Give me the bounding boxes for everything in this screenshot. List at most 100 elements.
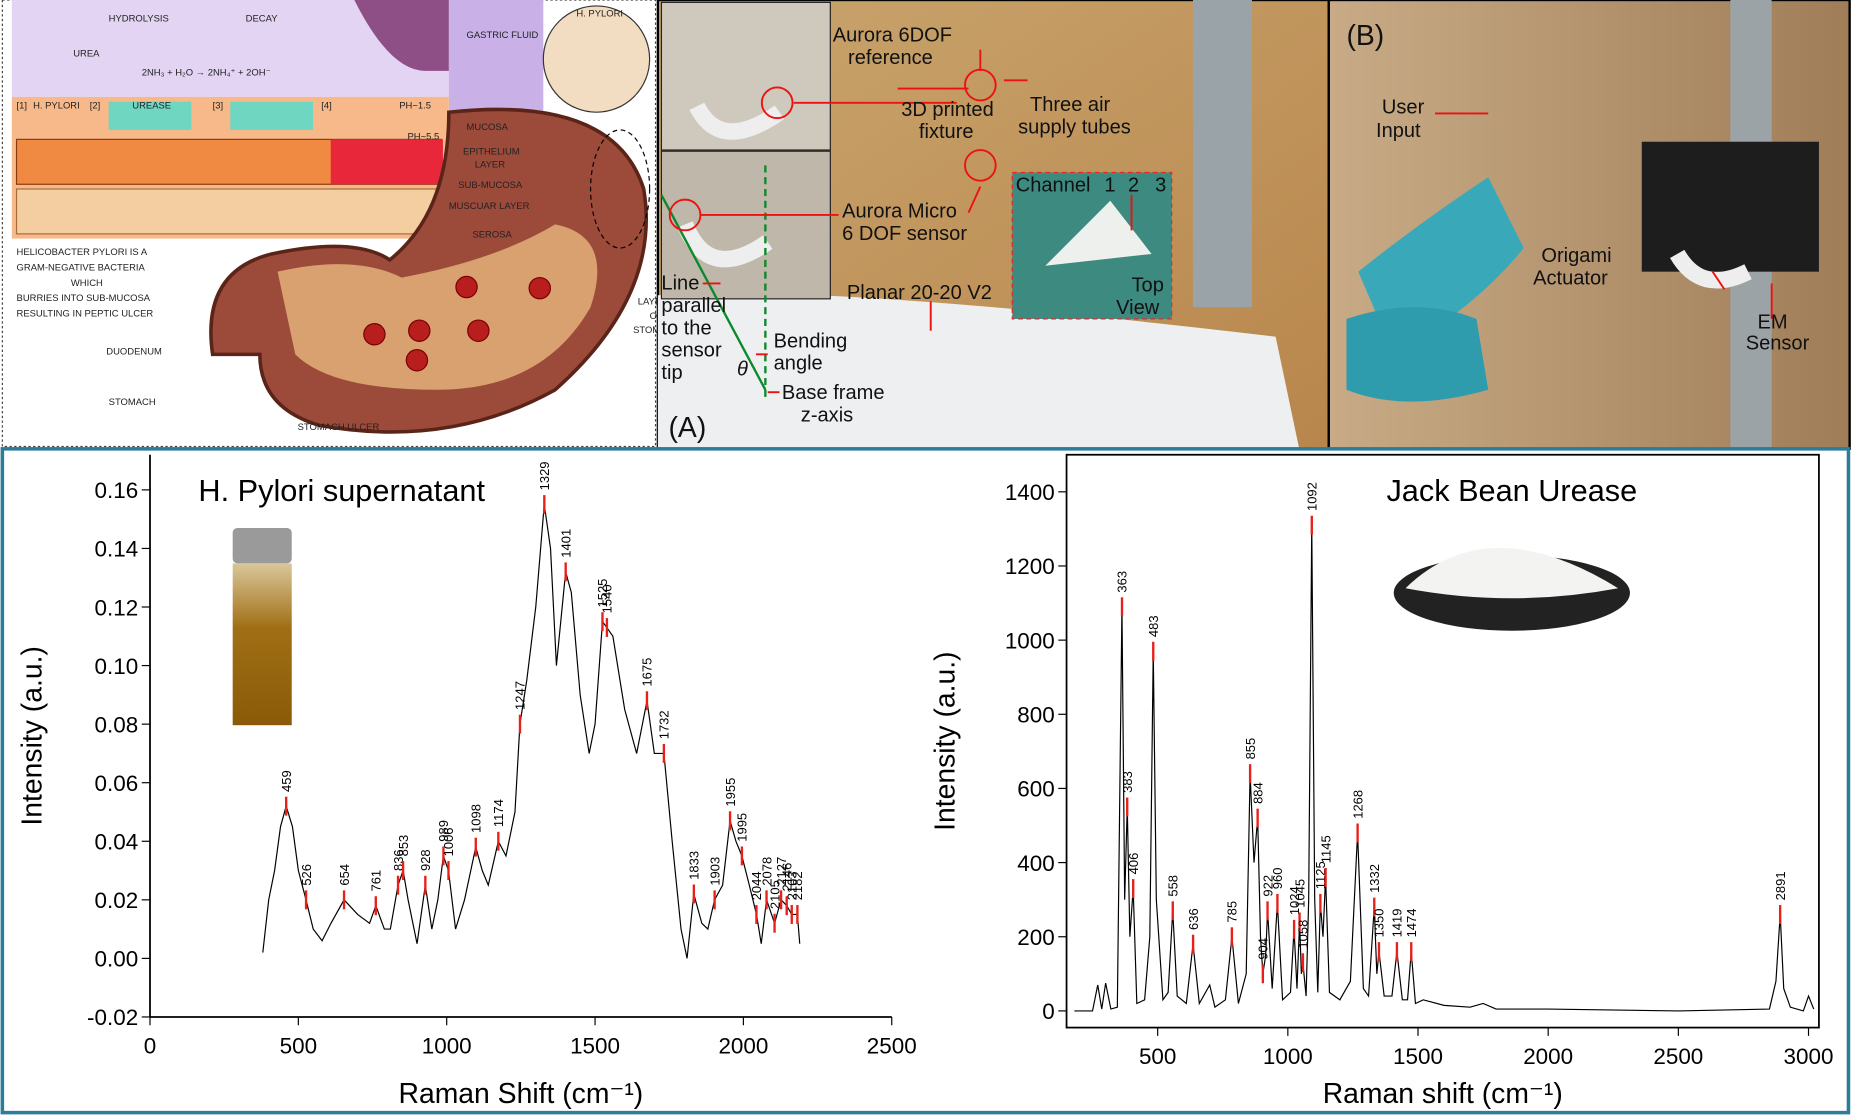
y-axis-title: Intensity (a.u.) xyxy=(929,651,961,830)
vial-cap xyxy=(232,527,292,564)
y-tick-label: 1400 xyxy=(1005,480,1055,505)
peak-label: 904 xyxy=(1256,938,1271,960)
peak-label: 2163 xyxy=(784,871,799,900)
label: H. PYLORI xyxy=(33,101,80,112)
peak-label: 853 xyxy=(396,835,411,857)
label: User xyxy=(1382,96,1425,118)
label: [3] xyxy=(213,101,224,112)
peak-label: 1955 xyxy=(723,778,738,807)
label: Top xyxy=(1132,275,1164,297)
zoom-ellipse xyxy=(589,129,651,249)
label: WHICH xyxy=(71,278,103,289)
label: PH~5.5 xyxy=(407,131,439,142)
label: View xyxy=(1116,297,1160,319)
panel-letter: (B) xyxy=(1346,20,1384,52)
peak-label: 989 xyxy=(436,820,451,842)
ulcers xyxy=(363,275,551,372)
y-axis-title: Intensity (a.u.) xyxy=(16,646,48,826)
label: EPITHELIUM xyxy=(463,147,520,158)
sub-mucosa xyxy=(15,188,443,235)
y-tick-label: 400 xyxy=(1017,851,1054,876)
x-tick-label: 3000 xyxy=(1784,1044,1834,1069)
peak-label: 1525 xyxy=(595,579,610,608)
peak-label: 1329 xyxy=(537,461,552,490)
peak-label: 1903 xyxy=(707,857,722,886)
peak-label: 363 xyxy=(1115,571,1130,593)
peak-label: 1474 xyxy=(1404,909,1419,938)
label: 2NH₃ + H₂O → 2NH₄⁺ + 2OH⁻ xyxy=(142,68,271,79)
peak-label: 406 xyxy=(1126,853,1141,875)
peak-label: 761 xyxy=(369,870,384,892)
y-tick-label: 1200 xyxy=(1005,554,1055,579)
label: Base frame xyxy=(782,382,885,404)
y-tick-label: 200 xyxy=(1017,925,1054,950)
label: θ xyxy=(737,359,748,381)
planar-device xyxy=(657,293,1300,449)
label: Planar 20-20 V2 xyxy=(847,282,992,304)
chart-title: Jack Bean Urease xyxy=(1386,473,1637,508)
urease-box xyxy=(230,101,313,130)
label: OF xyxy=(650,311,663,322)
mount xyxy=(1641,141,1819,272)
label: 2 xyxy=(1128,174,1139,196)
damaged-cells xyxy=(330,139,443,185)
x-axis-title: Raman shift (cm⁻¹) xyxy=(1323,1078,1563,1110)
y-tick-label: 0.04 xyxy=(95,830,139,855)
esophagus xyxy=(354,0,449,71)
y-tick-label: 0.12 xyxy=(95,595,139,620)
y-tick-label: 0 xyxy=(1042,999,1054,1024)
peak-label: 2105 xyxy=(767,880,782,909)
x-tick-label: 1000 xyxy=(422,1034,472,1059)
peak-label: 785 xyxy=(1225,901,1240,923)
zoom-circle xyxy=(542,5,651,113)
label: fixture xyxy=(919,121,974,143)
peak-label: 2182 xyxy=(790,871,805,900)
peak-label: 1045 xyxy=(1292,879,1307,908)
actuator xyxy=(677,221,773,268)
urease-box xyxy=(108,101,192,130)
label: HYDROLYSIS xyxy=(109,13,169,24)
peak-label: 1174 xyxy=(491,799,506,827)
peak-label: 1024 xyxy=(1287,886,1302,915)
peak-label: 884 xyxy=(1250,782,1265,804)
label: MUSCUAR LAYER xyxy=(449,201,530,212)
peak-label: 2078 xyxy=(759,857,774,886)
label: Line xyxy=(661,272,699,294)
label: reference xyxy=(848,47,933,69)
peak-label: 1092 xyxy=(1305,482,1320,511)
label: STOMACH ULCER xyxy=(298,422,380,433)
label: EM xyxy=(1758,311,1788,333)
peak-label: 1350 xyxy=(1372,909,1387,938)
label: PH~1.5 xyxy=(399,101,431,112)
panel-letter: (A) xyxy=(669,412,707,444)
label: SUB-MUCOSA xyxy=(458,180,523,191)
y-tick-label: 0.14 xyxy=(95,537,139,562)
peak-label: 922 xyxy=(1260,875,1275,897)
label: Origami xyxy=(1541,245,1611,267)
label: Sensor xyxy=(1746,333,1810,355)
label: Actuator xyxy=(1533,268,1608,290)
label: Aurora Micro xyxy=(842,200,957,222)
x-tick-label: 1500 xyxy=(1393,1044,1443,1069)
spectrum xyxy=(262,504,801,959)
actuator-top xyxy=(1045,200,1152,266)
x-tick-label: 500 xyxy=(280,1034,317,1059)
callout-arrows xyxy=(700,49,1133,394)
label: sensor xyxy=(661,340,722,362)
peak-label: 654 xyxy=(337,864,352,886)
label: 3D printed xyxy=(901,99,994,121)
label: Channel xyxy=(1016,174,1091,196)
peak-label: 383 xyxy=(1120,771,1135,793)
label: H. PYLORI xyxy=(576,9,623,20)
peak-label: 1540 xyxy=(600,584,615,613)
label: Three air xyxy=(1030,94,1111,116)
label: z-axis xyxy=(801,405,853,427)
label: 6 DOF sensor xyxy=(842,223,967,245)
label: Aurora 6DOF xyxy=(833,24,952,46)
actuator xyxy=(1670,249,1752,289)
photo-b: (B) User Input Origami Actuator EM Senso… xyxy=(1327,0,1851,451)
charts-frame xyxy=(0,447,1851,1115)
label: STOMACH xyxy=(109,397,156,408)
label: [1] xyxy=(17,101,27,112)
